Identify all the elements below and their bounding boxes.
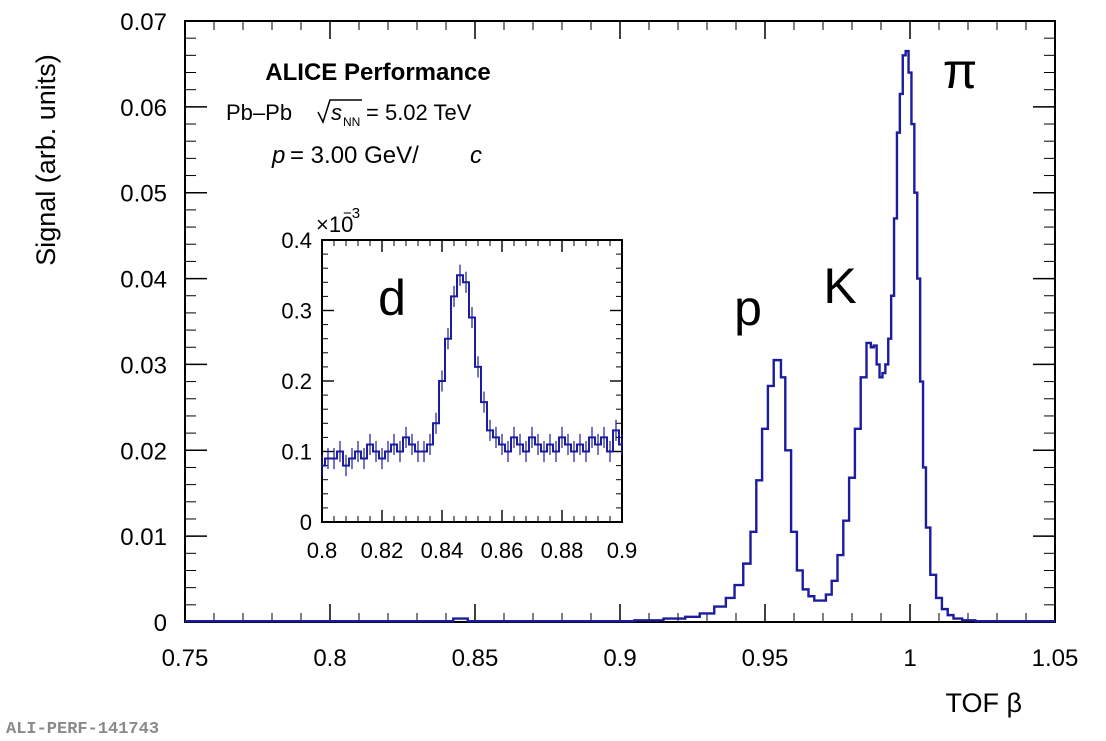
- inset-multiplier-base: ×10: [316, 212, 353, 237]
- x-tick-label: 0.8: [313, 645, 346, 672]
- inset-x-tick-label: 0.82: [361, 538, 404, 563]
- peak-label-pion: π: [943, 43, 978, 99]
- y-axis-title: Signal (arb. units): [31, 54, 61, 266]
- inset-y-multiplier: ×10 −3: [316, 205, 360, 237]
- inset-x-tick-label: 0.8: [307, 538, 338, 563]
- y-tick-label: 0.01: [120, 524, 167, 551]
- figure-id: ALI-PERF-141743: [6, 720, 159, 739]
- inset-x-tick-label: 0.84: [421, 538, 464, 563]
- main-tick-labels: 0.75 0.8 0.85 0.9 0.95 1 1.05 0 0.01 0.02 0.03 0.04…: [120, 9, 1078, 672]
- main-series-line: [185, 49, 1055, 623]
- inset-multiplier-exponent: −3: [343, 205, 360, 222]
- y-tick-label: 0.02: [120, 438, 167, 465]
- energy-symbol: s: [331, 100, 342, 125]
- inset-plot-frame: [321, 239, 623, 523]
- inset-y-tick-label: 0.2: [281, 369, 312, 394]
- x-tick-label: 1: [903, 645, 916, 672]
- x-tick-label: 0.95: [742, 645, 789, 672]
- x-tick-label: 1.05: [1032, 645, 1079, 672]
- inset-y-tick-label: 0.4: [281, 228, 312, 253]
- sqrt-sign-icon: [317, 99, 362, 124]
- inset-ticks: [321, 239, 623, 523]
- collision-system-label: Pb–Pb s NN = 5.02 TeV: [226, 99, 472, 129]
- x-tick-label: 0.9: [603, 645, 636, 672]
- momentum-value: = 3.00 GeV/: [290, 142, 419, 169]
- experiment-label: ALICE Performance: [265, 59, 490, 86]
- inset-y-tick-label: 0: [300, 510, 312, 535]
- inset-x-tick-label: 0.86: [481, 538, 524, 563]
- y-tick-label: 0: [154, 610, 167, 637]
- inset-tick-labels: 0.8 0.82 0.84 0.86 0.88 0.9 0 0.1 0.2 0.3 0.4: [281, 228, 637, 563]
- y-tick-label: 0.04: [120, 267, 167, 294]
- y-tick-label: 0.07: [120, 9, 167, 36]
- x-tick-label: 0.85: [452, 645, 499, 672]
- y-tick-label: 0.06: [120, 95, 167, 122]
- peak-label-kaon: K: [823, 258, 856, 314]
- inset-x-tick-label: 0.88: [541, 538, 584, 563]
- inset-y-tick-label: 0.1: [281, 440, 312, 465]
- system-prefix: Pb–Pb: [226, 100, 292, 125]
- main-ticks: [184, 20, 1056, 623]
- y-tick-label: 0.05: [120, 181, 167, 208]
- momentum-symbol: p: [271, 142, 285, 169]
- inset-y-tick-label: 0.3: [281, 299, 312, 324]
- peak-label-deuteron: d: [378, 270, 406, 326]
- inset-series-line: [322, 274, 622, 467]
- momentum-unit: c: [470, 142, 482, 169]
- x-axis-title: TOF β: [945, 688, 1022, 718]
- energy-value: = 5.02 TeV: [366, 100, 472, 125]
- y-tick-label: 0.03: [120, 352, 167, 379]
- energy-subscript: NN: [343, 115, 360, 129]
- momentum-label: p = 3.00 GeV/ c: [271, 142, 482, 169]
- inset-x-tick-label: 0.9: [607, 538, 638, 563]
- x-tick-label: 0.75: [162, 645, 209, 672]
- peak-label-proton: p: [734, 280, 762, 336]
